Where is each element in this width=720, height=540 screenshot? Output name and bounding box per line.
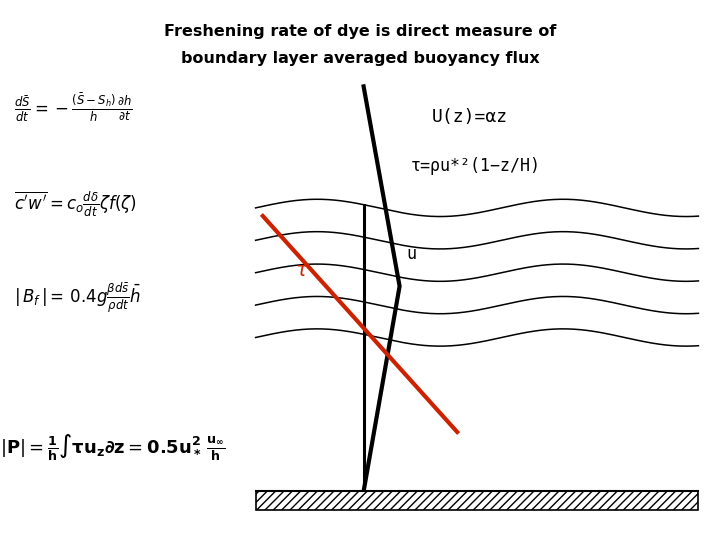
Text: $|\mathbf{P}| = \frac{\mathbf{1}}{\mathbf{h}}\int\mathbf{\tau u_z \partial z}=\m: $|\mathbf{P}| = \frac{\mathbf{1}}{\mathb… [0, 432, 225, 463]
Text: u: u [407, 245, 417, 263]
Text: Freshening rate of dye is direct measure of: Freshening rate of dye is direct measure… [164, 24, 556, 39]
Text: $\overline{c'w'} = c_o\frac{d\delta}{dt}\zeta f(\zeta)$: $\overline{c'w'} = c_o\frac{d\delta}{dt}… [14, 189, 138, 219]
Text: $\frac{d\bar{S}}{dt} = -\frac{(\bar{S}-S_h)}{h}\frac{\partial h}{\partial t}$: $\frac{d\bar{S}}{dt} = -\frac{(\bar{S}-S… [14, 92, 133, 124]
Bar [256, 491, 698, 510]
Text: $|\,B_f\,|{=}\,0.4g\frac{\beta d\bar{s}}{\rho dt}\bar{h}$: $|\,B_f\,|{=}\,0.4g\frac{\beta d\bar{s}}… [14, 281, 142, 316]
Text: U(z)=αz: U(z)=αz [432, 108, 508, 126]
Text: $\tau$: $\tau$ [295, 260, 310, 280]
Text: boundary layer averaged buoyancy flux: boundary layer averaged buoyancy flux [181, 51, 539, 66]
Text: τ=ρu*²(1−z/H): τ=ρu*²(1−z/H) [410, 157, 541, 174]
